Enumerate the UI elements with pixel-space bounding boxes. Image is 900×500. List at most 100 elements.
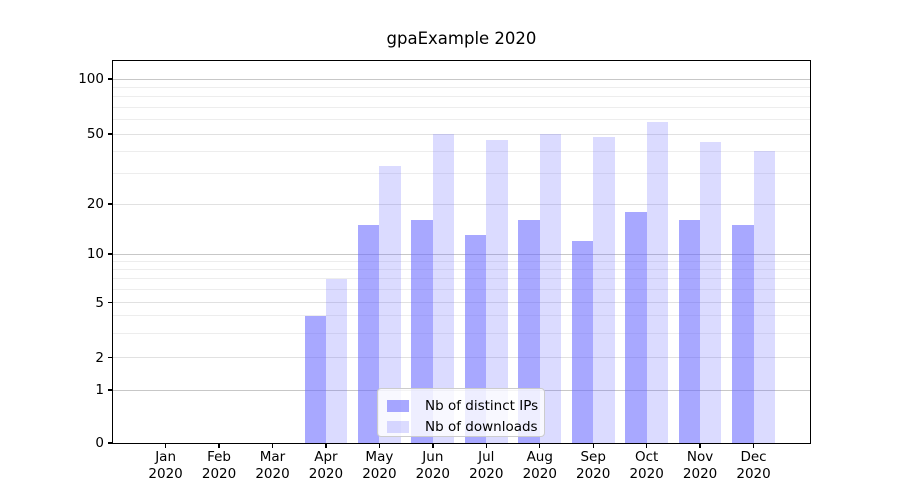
x-tick-month: Jun (422, 449, 444, 465)
x-tick-year: 2020 (148, 465, 183, 482)
bar-downloads (646, 122, 669, 443)
x-tick-label: May 2020 (347, 449, 411, 482)
x-tick-label: Jun 2020 (401, 449, 465, 482)
x-tick-mark (752, 443, 755, 448)
bar-downloads (432, 134, 455, 443)
gridline-minor (113, 119, 810, 121)
x-tick-year: 2020 (576, 465, 611, 482)
x-tick-month: Jan (155, 449, 176, 465)
bar-downloads (325, 278, 348, 443)
gridline-major (113, 302, 810, 303)
x-tick-label: Sep 2020 (561, 449, 625, 482)
x-tick-month: Feb (207, 449, 231, 465)
gridline-major (113, 253, 810, 255)
x-tick-mark (592, 443, 594, 448)
gridline-minor (113, 289, 810, 291)
y-tick-label: 50 (86, 126, 104, 142)
bar-distinct-ips (358, 224, 380, 443)
bar-downloads (379, 165, 401, 443)
x-tick-mark (485, 443, 487, 448)
bar-distinct-ips (571, 240, 594, 443)
y-tick-mark (108, 253, 113, 255)
legend-swatch-distinct-ips (387, 399, 409, 412)
y-tick-label: 2 (95, 349, 104, 366)
gridline-minor (113, 332, 810, 334)
gridline-minor (113, 260, 810, 262)
x-tick-month: Oct (634, 449, 659, 465)
x-tick-month: Nov (686, 449, 714, 465)
x-tick-mark (271, 443, 274, 448)
x-tick-label: Apr 2020 (294, 449, 358, 482)
gridline-minor (113, 315, 810, 317)
y-tick-mark (108, 301, 113, 304)
legend-label: Nb of downloads (425, 418, 538, 435)
bar-downloads (593, 137, 615, 443)
x-tick-month: Mar (259, 449, 286, 465)
x-tick-year: 2020 (682, 465, 718, 482)
x-tick-month: Apr (314, 449, 338, 465)
gridline-minor (113, 269, 810, 271)
chart-title: gpaExample 2020 (386, 29, 537, 48)
y-tick-label: 20 (86, 196, 104, 212)
y-tick-label: 5 (95, 294, 104, 311)
legend-item: Nb of downloads (387, 416, 544, 437)
y-tick-mark (108, 203, 113, 205)
bar-distinct-ips (411, 220, 433, 443)
bar-downloads (486, 140, 508, 443)
x-tick-label: Jan 2020 (134, 449, 198, 482)
x-tick-label: Dec 2020 (722, 449, 786, 482)
x-tick-month: Dec (740, 449, 767, 465)
y-tick-mark (108, 389, 113, 391)
y-tick-mark (108, 356, 113, 359)
bar-distinct-ips (304, 315, 326, 443)
legend-label: Nb of distinct IPs (425, 397, 539, 414)
bar-downloads (539, 134, 562, 443)
x-tick-year: 2020 (629, 465, 664, 482)
x-tick-year: 2020 (736, 465, 771, 482)
bar-distinct-ips (625, 211, 647, 443)
bar-distinct-ips (678, 220, 701, 443)
gridline-minor (113, 86, 810, 88)
gridline-major (113, 203, 810, 205)
x-tick-year: 2020 (522, 465, 557, 482)
x-tick-label: Jul 2020 (454, 449, 518, 482)
x-tick-year: 2020 (201, 465, 237, 482)
x-tick-label: Mar 2020 (241, 449, 305, 482)
x-tick-month: Sep (580, 449, 606, 465)
gridline-minor (113, 172, 810, 174)
y-tick-label: 1 (95, 382, 104, 398)
x-tick-mark (432, 443, 434, 448)
gridline-minor (113, 150, 810, 152)
legend-item: Nb of distinct IPs (387, 395, 544, 416)
x-tick-year: 2020 (469, 465, 504, 482)
bar-distinct-ips (518, 220, 540, 443)
y-tick-mark (108, 442, 113, 444)
x-tick-month: Aug (526, 449, 553, 465)
bar-distinct-ips (732, 224, 754, 443)
legend: Nb of distinct IPs Nb of downloads (377, 388, 545, 437)
x-tick-month: Jul (478, 449, 495, 465)
y-tick-mark (108, 78, 113, 80)
x-tick-year: 2020 (308, 465, 344, 482)
x-tick-month: May (365, 449, 394, 465)
x-tick-mark (164, 443, 167, 448)
y-tick-label: 100 (78, 71, 104, 87)
bar-downloads (753, 151, 775, 443)
x-tick-mark (325, 443, 327, 448)
gridline-major (113, 357, 810, 358)
y-tick-mark (108, 133, 113, 135)
y-tick-label: 0 (95, 435, 104, 451)
x-tick-mark (539, 443, 541, 448)
x-tick-year: 2020 (255, 465, 290, 482)
x-tick-mark (645, 443, 648, 448)
gridline-major (113, 78, 810, 80)
gridline-minor (113, 278, 810, 280)
x-tick-label: Feb 2020 (187, 449, 251, 482)
gridline-minor (113, 106, 810, 108)
x-tick-mark (378, 443, 381, 448)
x-tick-mark (218, 443, 220, 448)
gridline-major (113, 133, 810, 135)
x-tick-mark (699, 443, 701, 448)
legend-swatch-downloads (387, 420, 409, 433)
